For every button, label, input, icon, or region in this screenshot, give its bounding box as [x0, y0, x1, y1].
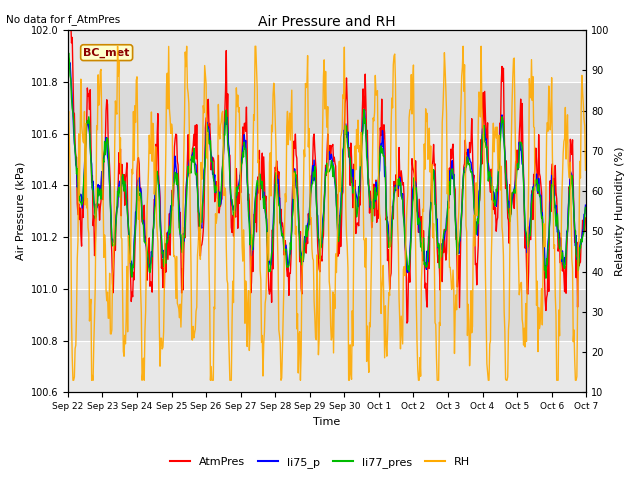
Y-axis label: Air Pressure (kPa): Air Pressure (kPa) — [15, 162, 25, 261]
Legend: AtmPres, li75_p, li77_pres, RH: AtmPres, li75_p, li77_pres, RH — [165, 452, 475, 472]
Bar — [68, 289, 586, 341]
Bar — [68, 237, 586, 289]
Title: Air Pressure and RH: Air Pressure and RH — [259, 15, 396, 29]
Text: No data for f_AtmPres: No data for f_AtmPres — [6, 14, 121, 25]
Text: BC_met: BC_met — [83, 48, 130, 58]
X-axis label: Time: Time — [314, 417, 340, 427]
Y-axis label: Relativity Humidity (%): Relativity Humidity (%) — [615, 146, 625, 276]
Bar — [68, 133, 586, 185]
Bar — [68, 185, 586, 237]
Bar — [68, 30, 586, 82]
Bar — [68, 82, 586, 133]
Bar — [68, 341, 586, 392]
